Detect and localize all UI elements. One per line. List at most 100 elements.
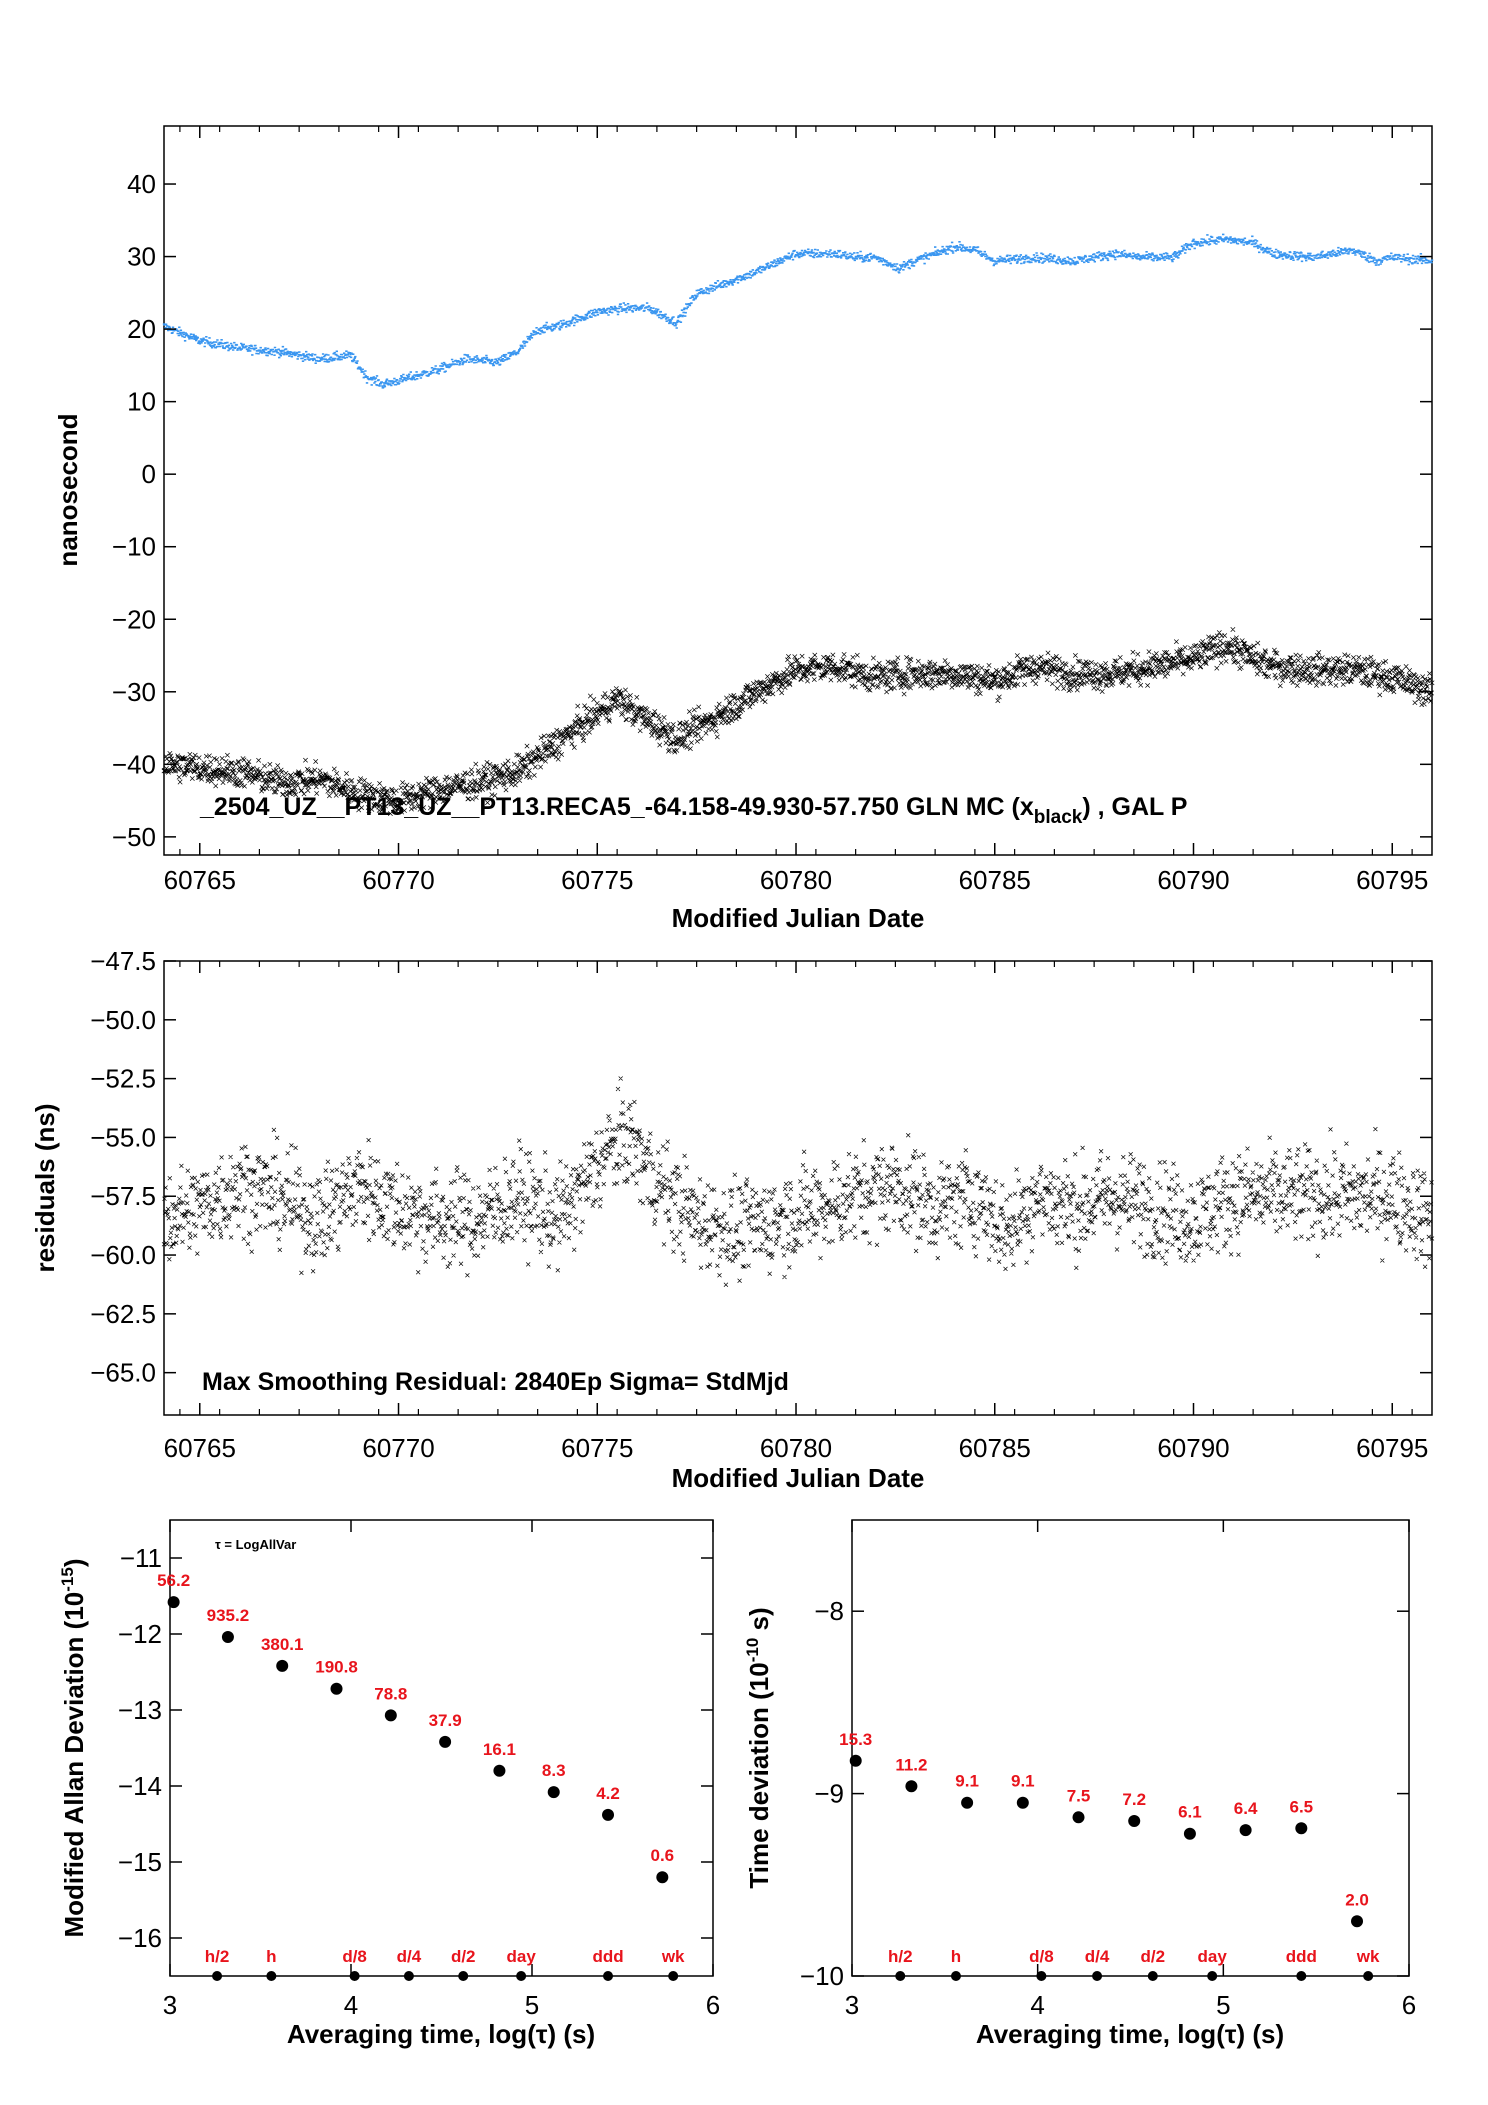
plot2-annotation: Max Smoothing Residual: 2840Ep Sigma= St… [202,1368,789,1396]
tau-marker [1363,1971,1374,1981]
point-label: 7.5 [1067,1786,1091,1805]
x-tick-label: 60785 [959,865,1031,895]
tau-marker [1207,1971,1218,1981]
y-tick-label: −50 [112,822,156,852]
point-label: 6.1 [1178,1803,1202,1822]
tau-marker [516,1971,527,1981]
y-tick-label: −8 [814,1596,844,1626]
point-label: 8.3 [542,1761,566,1780]
plot2-axes: 60765 60770 60775 60780 60785 60790 60795 −47.5… [90,946,1432,1463]
y-tick-label: −13 [118,1695,162,1725]
data-point [221,1631,234,1644]
point-label: 16.1 [483,1740,516,1759]
data-point [905,1780,918,1793]
y-tick-label: −9 [814,1779,844,1809]
point-label: 2.0 [1345,1890,1369,1909]
y-tick-label: −52.5 [90,1064,156,1094]
x-tick-label: 60775 [561,1433,633,1463]
tau-marker-label: wk [661,1947,685,1966]
point-label: 78.8 [374,1684,407,1703]
data-point [1239,1824,1252,1837]
data-point [276,1659,289,1672]
plot3-ylabel: Modified Allan Deviation (10-15) [58,1559,89,1938]
tau-marker-label: ddd [592,1947,623,1966]
tau-marker-label: d/8 [1029,1947,1054,1966]
tau-marker-label: d/2 [1140,1947,1165,1966]
tau-marker [349,1971,360,1981]
x-tick-label: 3 [845,1990,859,2020]
data-point [1128,1814,1141,1827]
data-point [1072,1811,1085,1824]
x-tick-label: 4 [344,1990,358,2020]
x-tick-label: 60770 [362,1433,434,1463]
x-tick-label: 5 [1216,1990,1230,2020]
point-label: 935.2 [207,1606,250,1625]
data-point [849,1754,862,1767]
tau-marker-label: d/2 [451,1947,476,1966]
tau-marker [1147,1971,1158,1981]
point-label: 6.4 [1234,1799,1258,1818]
tau-marker [950,1971,961,1981]
plot1-axes: 60765 60770 60775 60780 60785 60790 60795 −50 −4… [112,126,1432,895]
x-tick-label: 4 [1030,1990,1044,2020]
tau-marker-label: wk [1356,1947,1380,1966]
tau-marker [1296,1971,1307,1981]
y-tick-label: 10 [127,387,156,417]
data-point [439,1735,452,1748]
y-tick-label: −57.5 [90,1181,156,1211]
tau-marker-label: d/4 [397,1947,422,1966]
tau-marker [603,1971,614,1981]
x-tick-label: 60795 [1356,865,1428,895]
x-tick-label: 60765 [164,865,236,895]
plot4-axes: 3 4 5 6 −8 −9 −10 [800,1520,1416,2020]
plot2-xlabel: Modified Julian Date [672,1463,925,1493]
data-point [547,1786,560,1799]
tau-marker-label: h/2 [888,1947,913,1966]
tau-marker-label: h [951,1947,961,1966]
point-label: 380.1 [261,1635,304,1654]
x-tick-label: 6 [706,1990,720,2020]
y-tick-label: −62.5 [90,1299,156,1329]
panel-mdev: 3 4 5 6 −11 −12 −13 −14 −15 −16 56.2 935.2 380.1 190… [58,1519,720,2049]
residual-points [161,1076,1435,1288]
series-black [161,627,1435,817]
y-tick-label: −14 [118,1771,162,1801]
tau-marker [212,1971,223,1981]
y-tick-label: −60.0 [90,1240,156,1270]
x-tick-label: 60765 [164,1433,236,1463]
y-tick-label: 0 [142,459,156,489]
data-point [602,1808,615,1821]
panel-timeseries: 60765 60770 60775 60780 60785 60790 60795 −50 −4… [53,125,1435,933]
plot3-xlabel: Averaging time, log(τ) (s) [287,2019,595,2049]
tau-marker [1036,1971,1047,1981]
tau-marker [668,1971,679,1981]
y-tick-label: −10 [112,532,156,562]
point-label: 11.2 [895,1755,927,1774]
x-tick-label: 60795 [1356,1433,1428,1463]
tau-marker [403,1971,414,1981]
black-series-points [161,627,1435,817]
plot1-frame [163,125,1433,856]
x-tick-label: 5 [525,1990,539,2020]
y-tick-label: −47.5 [90,946,156,976]
data-point [167,1596,180,1609]
data-point [1016,1796,1029,1809]
plot2-ylabel: residuals (ns) [30,1103,60,1272]
y-tick-label: −50.0 [90,1005,156,1035]
x-tick-label: 60785 [959,1433,1031,1463]
y-tick-label: −55.0 [90,1122,156,1152]
tau-marker [1092,1971,1103,1981]
tau-marker-label: d/8 [342,1947,367,1966]
point-label: 190.8 [315,1658,358,1677]
tau-marker-label: d/4 [1085,1947,1110,1966]
plot4-ylabel: Time deviation (10-10 s) [743,1607,774,1888]
plot4-xlabel: Averaging time, log(τ) (s) [976,2019,1284,2049]
y-tick-label: −15 [118,1847,162,1877]
point-label: 6.5 [1289,1797,1313,1816]
series-residuals [161,1076,1435,1288]
y-tick-label: −10 [800,1961,844,1991]
plot1-ylabel: nanosecond [53,413,83,566]
plot3-axes: 3 4 5 6 −11 −12 −13 −14 −15 −16 [118,1520,720,2020]
plot2-frame [163,960,1433,1416]
x-tick-label: 3 [163,1990,177,2020]
